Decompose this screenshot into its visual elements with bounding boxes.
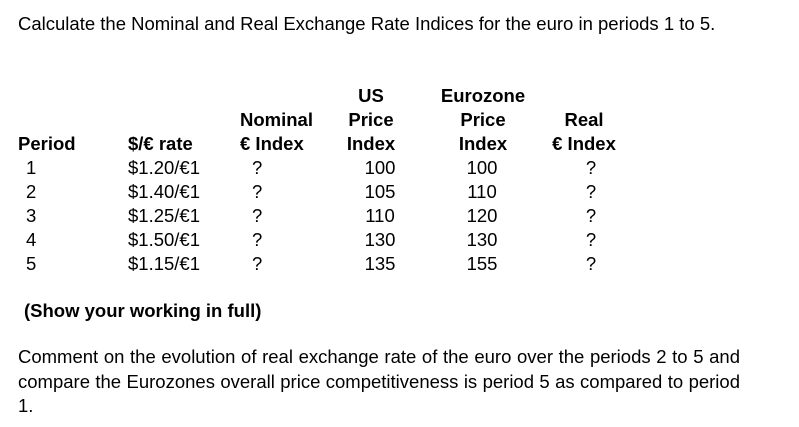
cell-period: 4	[26, 229, 37, 250]
cell-euro: 110	[467, 181, 497, 202]
header-euro-line-3: Index	[458, 133, 508, 154]
cell-rate: $1.15/€1	[128, 253, 201, 274]
cell-period: 3	[26, 205, 37, 226]
cell-real: ?	[585, 253, 597, 274]
cell-real: ?	[585, 157, 597, 178]
cell-rate: $1.20/€1	[128, 157, 201, 178]
header-nominal-line-2: € Index	[240, 133, 304, 154]
cell-euro: 100	[466, 157, 498, 178]
cell-nominal: ?	[252, 229, 263, 250]
header-rate-line-1: $/€ rate	[128, 133, 193, 154]
header-euro-line-2: Price	[460, 109, 506, 130]
cell-period: 1	[26, 157, 37, 178]
cell-us: 135	[364, 253, 396, 274]
cell-period: 2	[26, 181, 37, 202]
header-euro-line-1: Eurozone	[440, 85, 526, 106]
cell-rate: $1.50/€1	[128, 229, 201, 250]
header-period-line-1: Period	[18, 133, 76, 154]
cell-real: ?	[585, 205, 597, 226]
header-us-line-3: Index	[346, 133, 396, 154]
working-note: (Show your working in full)	[24, 300, 262, 321]
cell-us: 105	[364, 181, 396, 202]
cell-euro: 120	[466, 205, 498, 226]
cell-rate: $1.40/€1	[128, 181, 201, 202]
header-us-line-2: Price	[348, 109, 394, 130]
cell-period: 5	[26, 253, 37, 274]
cell-euro: 130	[466, 229, 498, 250]
header-us-line-1: US	[358, 85, 384, 106]
cell-us: 130	[364, 229, 396, 250]
header-nominal-line-1: Nominal	[240, 109, 313, 130]
cell-euro: 155	[466, 253, 498, 274]
cell-rate: $1.25/€1	[128, 205, 201, 226]
cell-us: 100	[364, 157, 396, 178]
cell-nominal: ?	[252, 253, 263, 274]
cell-real: ?	[585, 229, 597, 250]
question-intro: Calculate the Nominal and Real Exchange …	[18, 13, 716, 34]
cell-us: 110	[365, 205, 395, 226]
header-real-line-2: € Index	[552, 133, 616, 154]
cell-nominal: ?	[252, 181, 263, 202]
question-comment: Comment on the evolution of real exchang…	[18, 346, 740, 416]
header-real-line-1: Real	[564, 109, 604, 130]
cell-nominal: ?	[252, 205, 263, 226]
cell-nominal: ?	[252, 157, 263, 178]
cell-real: ?	[585, 181, 597, 202]
